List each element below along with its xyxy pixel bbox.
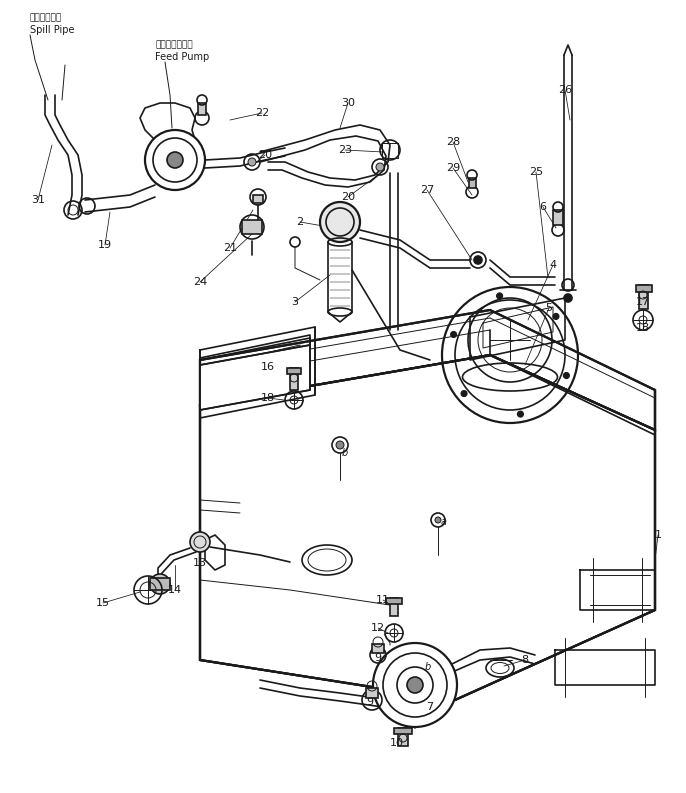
Text: フィードポンプ: フィードポンプ [155, 40, 193, 49]
Circle shape [336, 441, 344, 449]
Bar [253, 195, 263, 203]
Text: 5: 5 [545, 303, 552, 313]
Text: 6: 6 [539, 202, 547, 212]
Text: 25: 25 [529, 167, 543, 177]
Text: 11: 11 [376, 595, 390, 605]
Text: 9: 9 [366, 697, 374, 707]
Text: 20: 20 [341, 192, 355, 202]
Circle shape [145, 130, 205, 190]
Text: 7: 7 [427, 702, 434, 712]
Text: 12: 12 [371, 623, 385, 633]
Bar [553, 210, 563, 225]
Circle shape [497, 293, 503, 299]
Circle shape [373, 643, 457, 727]
Text: b: b [425, 662, 431, 672]
Bar [150, 578, 170, 590]
Bar [390, 598, 398, 616]
Text: スピルパイプ: スピルパイプ [30, 13, 62, 22]
Bar [394, 728, 412, 734]
Circle shape [474, 256, 482, 264]
Text: 8: 8 [521, 655, 528, 665]
Circle shape [435, 517, 441, 523]
Circle shape [564, 294, 572, 302]
Text: 24: 24 [193, 277, 207, 287]
Text: 16: 16 [261, 362, 275, 372]
Circle shape [150, 574, 170, 594]
Circle shape [167, 152, 183, 168]
Text: 19: 19 [98, 240, 112, 250]
Text: 28: 28 [446, 137, 460, 147]
Text: 4: 4 [549, 260, 556, 270]
Text: 3: 3 [292, 297, 298, 307]
Text: 15: 15 [96, 598, 110, 608]
Text: b: b [342, 448, 348, 458]
Circle shape [376, 163, 384, 171]
Text: 9: 9 [375, 653, 381, 663]
Circle shape [553, 313, 559, 320]
Text: 18: 18 [261, 393, 275, 403]
Circle shape [190, 532, 210, 552]
Text: 18: 18 [636, 323, 650, 333]
Text: 20: 20 [258, 150, 272, 160]
Bar [386, 598, 402, 604]
Text: 22: 22 [255, 108, 269, 118]
Text: a: a [441, 517, 447, 527]
Text: 13: 13 [193, 558, 207, 568]
Circle shape [461, 391, 467, 396]
Polygon shape [200, 345, 310, 410]
Bar [366, 688, 378, 698]
Polygon shape [200, 355, 655, 700]
Text: Spill Pipe: Spill Pipe [30, 25, 75, 35]
Text: 30: 30 [341, 98, 355, 108]
Text: 17: 17 [636, 297, 650, 307]
Text: 14: 14 [168, 585, 182, 595]
Text: 21: 21 [223, 243, 237, 253]
Bar [287, 368, 301, 374]
Bar [639, 285, 648, 309]
Bar [198, 103, 206, 115]
Text: 1: 1 [654, 530, 661, 540]
Text: 2: 2 [296, 217, 304, 227]
Circle shape [451, 331, 457, 338]
Text: 29: 29 [446, 163, 460, 173]
Text: 26: 26 [558, 85, 572, 95]
Circle shape [320, 202, 360, 242]
Circle shape [248, 158, 256, 166]
Circle shape [563, 373, 569, 378]
Circle shape [517, 411, 523, 417]
Bar [398, 728, 408, 746]
Bar [290, 368, 298, 390]
Bar [372, 644, 384, 653]
Bar [242, 220, 262, 234]
Bar [636, 285, 652, 292]
Bar [469, 178, 476, 188]
Text: 23: 23 [338, 145, 352, 155]
Text: 10: 10 [390, 738, 404, 748]
Polygon shape [200, 310, 655, 430]
Text: Feed Pump: Feed Pump [155, 52, 209, 62]
Text: 31: 31 [31, 195, 45, 205]
Circle shape [407, 677, 423, 693]
Text: 27: 27 [420, 185, 434, 195]
